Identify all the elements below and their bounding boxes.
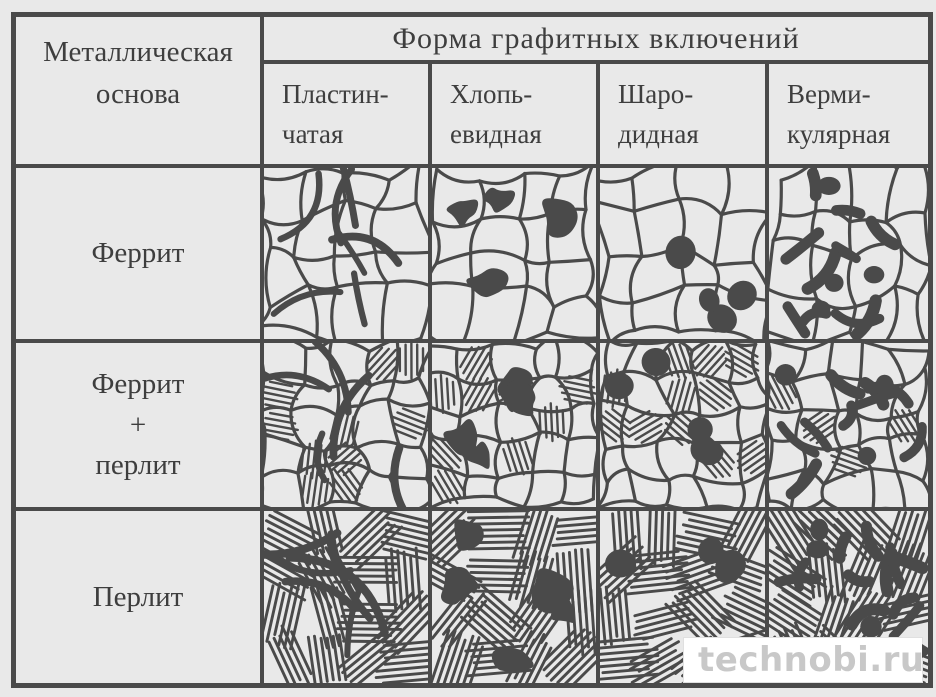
column-header-nodular: Шаро- дидная bbox=[598, 62, 767, 166]
micrograph-ferrite-pearlite-lamellar bbox=[262, 341, 430, 509]
micrograph-pearlite-flake bbox=[430, 509, 598, 685]
watermark-arrow-icon bbox=[922, 644, 933, 658]
row-header-ferrite: Феррит bbox=[14, 166, 262, 341]
graphite-inclusions-table: Металлическая основа Форма графитных вкл… bbox=[11, 12, 933, 688]
column-header-lamellar: Пластин- чатая bbox=[262, 62, 430, 166]
micrograph-ferrite-nodular bbox=[598, 166, 767, 341]
row-header-pearlite: Перлит bbox=[14, 509, 262, 685]
watermark-technobi: technobi.ru bbox=[683, 637, 924, 683]
micrograph-ferrite-pearlite-flake bbox=[430, 341, 598, 509]
micrograph-ferrite-pearlite-vermicular bbox=[767, 341, 930, 509]
column-header-vermicular: Верми- кулярная bbox=[767, 62, 930, 166]
micrograph-ferrite-vermicular bbox=[767, 166, 930, 341]
micrograph-ferrite-lamellar bbox=[262, 166, 430, 341]
micrograph-ferrite-pearlite-nodular bbox=[598, 341, 767, 509]
corner-header-metallic-base: Металлическая основа bbox=[14, 15, 262, 166]
micrograph-ferrite-flake bbox=[430, 166, 598, 341]
row-header-ferrite-pearlite: Феррит + перлит bbox=[14, 341, 262, 509]
micrograph-pearlite-lamellar bbox=[262, 509, 430, 685]
column-header-flake: Хлопь- евидная bbox=[430, 62, 598, 166]
top-header-graphite-form: Форма графитных включений bbox=[262, 15, 930, 62]
